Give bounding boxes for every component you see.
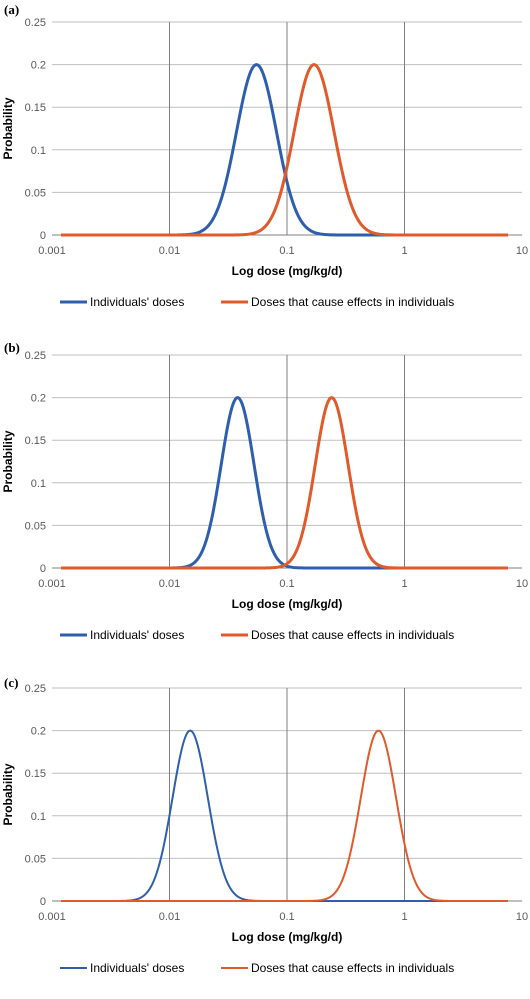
y-tick-label: 0.05 [25, 853, 46, 865]
x-axis-title: Log dose (mg/kg/d) [232, 930, 343, 944]
x-tick-label: 0.01 [159, 911, 180, 923]
y-tick-label: 0.05 [25, 187, 46, 199]
y-axis-title: Probability [1, 763, 15, 825]
panel-label: (b) [4, 340, 20, 355]
x-tick-label: 0.001 [38, 578, 66, 590]
y-tick-label: 0 [40, 896, 46, 908]
y-tick-label: 0.2 [31, 60, 46, 72]
panel-label: (a) [4, 2, 20, 17]
x-tick-label: 10 [516, 911, 528, 923]
x-axis-title: Log dose (mg/kg/d) [232, 597, 343, 611]
y-tick-label: 0.05 [25, 520, 46, 532]
y-tick-label: 0.1 [31, 478, 46, 490]
y-tick-label: 0.25 [25, 350, 46, 362]
x-tick-label: 0.01 [159, 578, 180, 590]
y-tick-label: 0.2 [31, 726, 46, 738]
x-tick-label: 10 [516, 578, 528, 590]
x-tick-label: 0.001 [38, 911, 66, 923]
x-tick-label: 0.1 [279, 245, 294, 257]
x-tick-label: 1 [401, 245, 407, 257]
y-tick-label: 0 [40, 563, 46, 575]
legend-label: Individuals' doses [90, 628, 184, 642]
chart-panel-a: (a) 0 0.05 0.1 0.15 0.2 0.25 0.001 0.01 0.1 1 10 Pr… [0, 0, 530, 333]
y-tick-label: 0.1 [31, 145, 46, 157]
panel-label: (c) [4, 675, 19, 690]
y-tick-label: 0.15 [25, 102, 46, 114]
x-tick-label: 10 [516, 245, 528, 257]
x-tick-label: 0.1 [279, 578, 294, 590]
series-line-effect-doses [60, 63, 509, 237]
y-tick-label: 0.1 [31, 811, 46, 823]
x-tick-label: 1 [401, 578, 407, 590]
y-axis-title: Probability [1, 97, 15, 159]
legend-label: Doses that cause effects in individuals [251, 628, 454, 642]
x-tick-label: 1 [401, 911, 407, 923]
series-line-effect-doses [60, 396, 509, 570]
chart-b: 0 0.05 0.1 0.15 0.2 0.25 0.001 0.01 0.1 1 10 Probab… [1, 350, 528, 642]
y-tick-label: 0.25 [25, 17, 46, 29]
y-tick-label: 0.2 [31, 393, 46, 405]
x-tick-label: 0.1 [279, 911, 294, 923]
chart-panel-b: (b) 0 0.05 0.1 0.15 0.2 0.25 0.001 0.01 0.1 1 10 Pr… [0, 333, 530, 666]
y-tick-label: 0.25 [25, 683, 46, 695]
x-tick-label: 0.01 [159, 245, 180, 257]
y-tick-label: 0.15 [25, 768, 46, 780]
legend-label: Doses that cause effects in individuals [251, 961, 454, 975]
y-tick-label: 0 [40, 230, 46, 242]
y-tick-label: 0.15 [25, 435, 46, 447]
series-line-effect-doses [61, 729, 508, 902]
legend-label: Individuals' doses [90, 961, 184, 975]
chart-a: 0 0.05 0.1 0.15 0.2 0.25 0.001 0.01 0.1 1 10 Probab… [1, 17, 528, 309]
x-axis-title: Log dose (mg/kg/d) [232, 264, 343, 278]
y-axis-title: Probability [1, 430, 15, 492]
legend-label: Individuals' doses [90, 295, 184, 309]
chart-c: 0 0.05 0.1 0.15 0.2 0.25 0.001 0.01 0.1 1 10 Probab… [1, 683, 528, 975]
chart-panel-c: (c) 0 0.05 0.1 0.15 0.2 0.25 0.001 0.01 0.1 1 10 Pr… [0, 666, 530, 999]
x-tick-label: 0.001 [38, 245, 66, 257]
legend-label: Doses that cause effects in individuals [251, 295, 454, 309]
